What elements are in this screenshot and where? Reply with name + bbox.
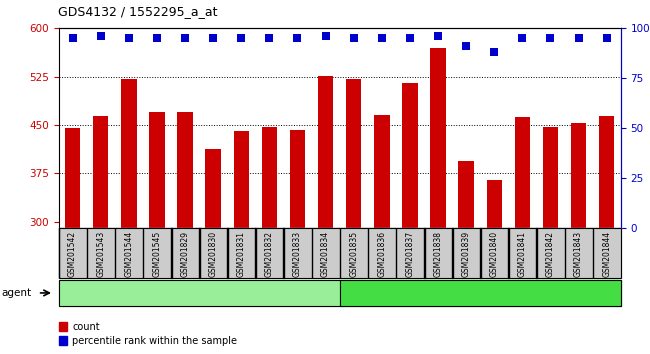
Text: GSM201543: GSM201543 [96,231,105,277]
Text: GSM201544: GSM201544 [124,231,133,277]
Text: GSM201829: GSM201829 [181,231,190,277]
Bar [571,123,586,228]
Bar [233,131,249,228]
Text: GSM201836: GSM201836 [377,231,386,277]
Text: GSM201830: GSM201830 [209,231,218,277]
Bar [93,116,109,228]
Text: percentile rank within the sample: percentile rank within the sample [72,336,237,346]
Text: GSM201841: GSM201841 [518,231,527,277]
Bar [290,130,305,228]
Point [433,34,443,39]
Point [68,35,78,41]
Point [376,35,387,41]
Bar [121,79,136,228]
Bar [486,180,502,228]
Text: GSM201838: GSM201838 [434,231,443,277]
Point [151,35,162,41]
Point [96,34,106,39]
Point [264,35,274,41]
Bar [402,83,418,228]
Bar [149,112,164,228]
Point [208,35,218,41]
Bar [515,117,530,228]
Text: agent: agent [1,288,31,298]
Bar [318,76,333,228]
Point [517,35,528,41]
Point [348,35,359,41]
Bar [543,127,558,228]
Point [461,44,471,49]
Bar [65,128,81,228]
Bar [261,127,277,228]
Text: GSM201844: GSM201844 [602,231,611,277]
Point [601,35,612,41]
Point [320,34,331,39]
Bar [374,115,389,228]
Text: GSM201542: GSM201542 [68,231,77,277]
Point [236,35,246,41]
Text: GSM201831: GSM201831 [237,231,246,277]
Bar [205,149,221,228]
Point [292,35,303,41]
Text: GSM201839: GSM201839 [462,231,471,277]
Text: count: count [72,321,100,332]
Text: GSM201832: GSM201832 [265,231,274,277]
Point [405,35,415,41]
Bar [430,48,446,228]
Text: GSM201843: GSM201843 [574,231,583,277]
Bar [599,116,614,228]
Text: GSM201837: GSM201837 [406,231,415,277]
Text: GSM201545: GSM201545 [152,231,161,277]
Bar [346,79,361,228]
Point [573,35,584,41]
Text: GSM201834: GSM201834 [321,231,330,277]
Text: GDS4132 / 1552295_a_at: GDS4132 / 1552295_a_at [58,5,218,18]
Point [124,35,134,41]
Point [489,50,499,55]
Text: pioglitazone: pioglitazone [446,288,514,298]
Point [180,35,190,41]
Bar [177,112,193,228]
Point [545,35,556,41]
Text: GSM201835: GSM201835 [349,231,358,277]
Text: GSM201840: GSM201840 [489,231,499,277]
Text: pretreatment: pretreatment [162,288,236,298]
Text: GSM201842: GSM201842 [546,231,555,277]
Text: GSM201833: GSM201833 [293,231,302,277]
Bar [458,161,474,228]
